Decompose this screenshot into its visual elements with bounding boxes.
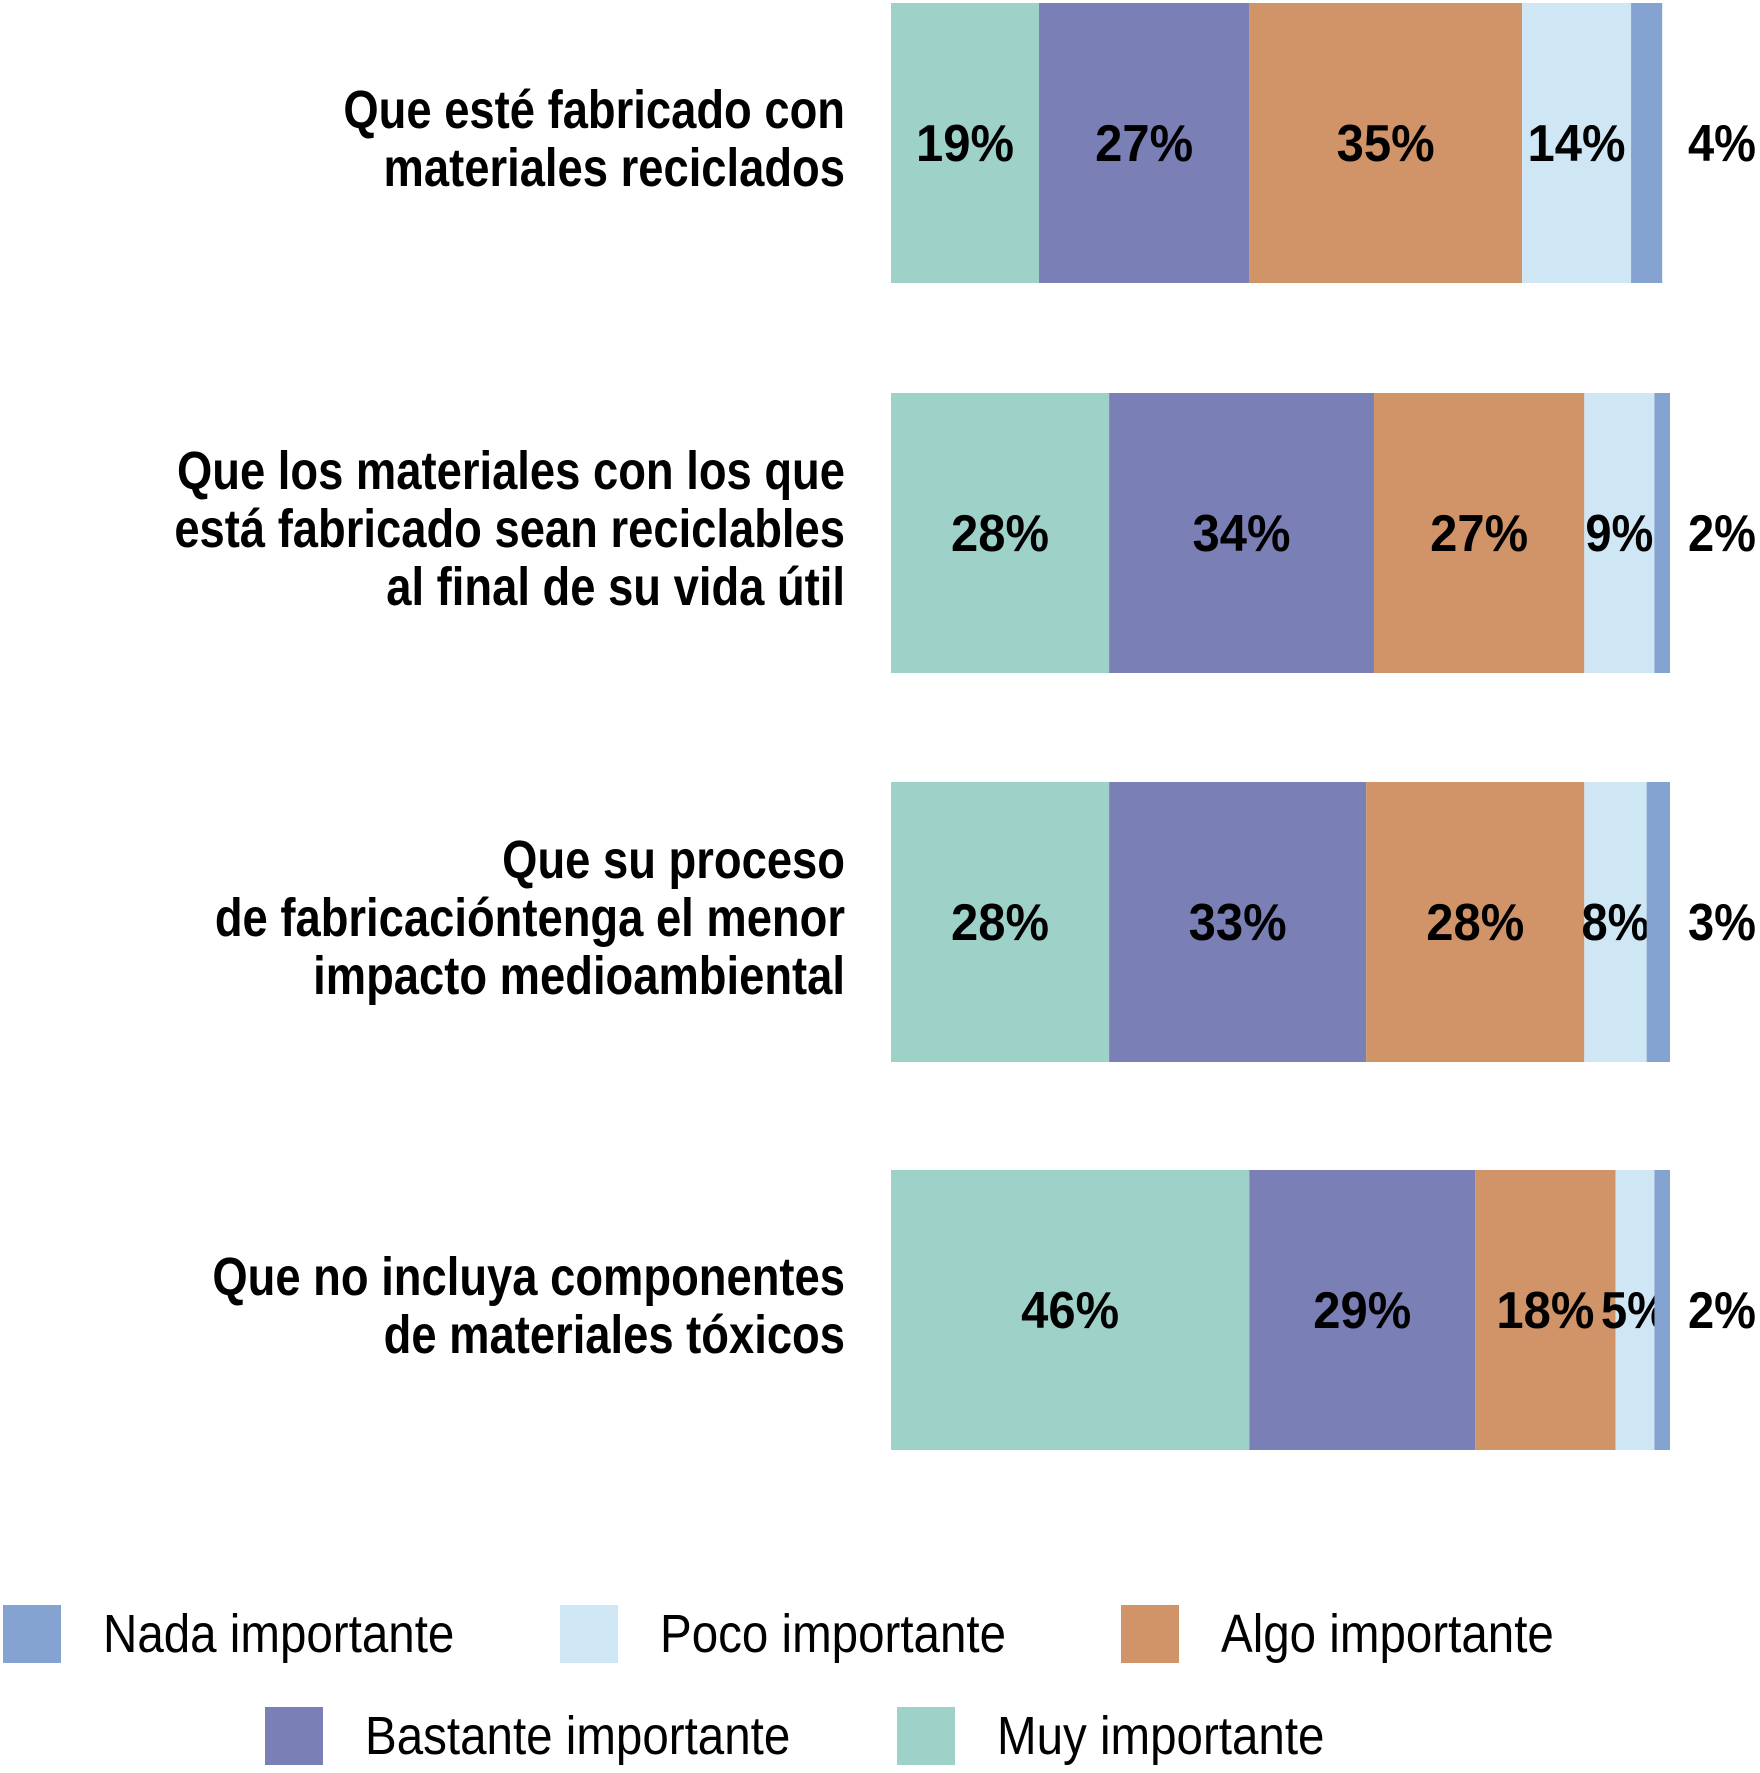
data-label: 34%: [1193, 505, 1291, 563]
legend-swatch: [560, 1605, 618, 1663]
bar-segment: [1631, 3, 1663, 283]
data-label: 18%: [1496, 1282, 1594, 1340]
data-label: 9%: [1585, 505, 1653, 563]
legend-item: Muy importante: [897, 1705, 1369, 1767]
bar-segment: [1615, 1170, 1655, 1450]
category-label-line: está fabricado sean reciclables: [174, 499, 845, 559]
data-label: 19%: [916, 115, 1014, 173]
data-label: 28%: [951, 505, 1049, 563]
bar-segment: [1109, 782, 1367, 1062]
category-label-line: materiales reciclados: [383, 138, 845, 198]
data-label: 27%: [1430, 505, 1528, 563]
data-label: 35%: [1337, 115, 1435, 173]
bar-segment: [1646, 782, 1670, 1062]
category-label-line: impacto medioambiental: [313, 946, 845, 1006]
bar-segment: [1654, 393, 1670, 673]
category-label-line: Que su proceso: [502, 830, 845, 890]
data-label: 29%: [1313, 1282, 1411, 1340]
legend-item: Nada importante: [3, 1603, 502, 1665]
bar-segment: [891, 1170, 1250, 1450]
bar-segment: [891, 782, 1110, 1062]
data-label: 4%: [1688, 115, 1756, 173]
bar-segment: [1249, 3, 1522, 283]
legend-swatch: [265, 1707, 323, 1765]
data-label: 8%: [1581, 894, 1649, 952]
data-label: 28%: [1426, 894, 1524, 952]
bar-segment: [1584, 782, 1647, 1062]
data-label: 2%: [1688, 505, 1756, 563]
legend-label: Muy importante: [997, 1706, 1325, 1766]
data-label: 46%: [1021, 1282, 1119, 1340]
legend-item: Algo importante: [1121, 1603, 1599, 1665]
data-label: 33%: [1189, 894, 1287, 952]
legend-swatch: [1121, 1605, 1179, 1663]
bar-segment: [1373, 393, 1585, 673]
bar-segment: [1109, 393, 1374, 673]
bar-segment: [1475, 1170, 1616, 1450]
legend-label: Algo importante: [1221, 1604, 1554, 1664]
bar-segment: [1039, 3, 1250, 283]
legend-swatch: [3, 1605, 61, 1663]
category-label: Que los materiales con los que está fabri…: [89, 442, 845, 616]
bar-segment: [891, 3, 1040, 283]
data-label: 2%: [1688, 1282, 1756, 1340]
legend-label: Nada importante: [103, 1604, 455, 1664]
legend-item: Bastante importante: [265, 1705, 848, 1767]
category-label-line: de materiales tóxicos: [383, 1305, 845, 1365]
category-label: Que no incluya componentes de materiales …: [89, 1248, 845, 1364]
legend-swatch: [897, 1707, 955, 1765]
legend-label: Poco importante: [660, 1604, 1007, 1664]
category-label-line: Que esté fabricado con: [343, 80, 845, 140]
category-label-line: Que los materiales con los que: [176, 441, 845, 501]
category-label-line: de fabricacióntenga el menor: [214, 888, 846, 948]
data-label: 27%: [1095, 115, 1193, 173]
category-label: Que esté fabricado con materiales recicla…: [89, 81, 845, 197]
category-label-line: al final de su vida útil: [386, 557, 845, 617]
category-label-line: Que no incluya componentes: [212, 1247, 845, 1307]
bar-segment: [1249, 1170, 1476, 1450]
data-label: 14%: [1528, 115, 1626, 173]
data-label: 3%: [1688, 894, 1756, 952]
bar-segment: [1654, 1170, 1670, 1450]
bar-segment: [1584, 393, 1655, 673]
bar-segment: [1366, 782, 1585, 1062]
legend-label: Bastante importante: [365, 1706, 791, 1766]
bar-segment: [891, 393, 1110, 673]
category-label: Que su proceso de fabricacióntenga el men…: [89, 831, 845, 1005]
bar-segment: [1521, 3, 1632, 283]
legend-item: Poco importante: [560, 1603, 1053, 1665]
data-label: 28%: [951, 894, 1049, 952]
